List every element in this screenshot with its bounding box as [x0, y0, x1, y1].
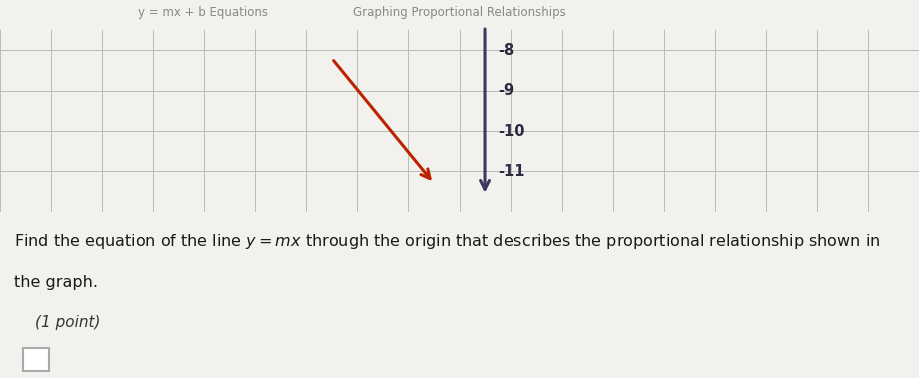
- Text: the graph.: the graph.: [14, 275, 97, 290]
- Text: Graphing Proportional Relationships: Graphing Proportional Relationships: [353, 6, 566, 19]
- Text: y = mx + b Equations: y = mx + b Equations: [138, 6, 267, 19]
- FancyBboxPatch shape: [23, 348, 49, 371]
- Text: -11: -11: [498, 164, 525, 179]
- Text: -10: -10: [498, 124, 525, 139]
- Text: -8: -8: [498, 43, 514, 58]
- Text: Find the equation of the line $y = mx$ through the origin that describes the pro: Find the equation of the line $y = mx$ t…: [14, 232, 880, 251]
- Text: (1 point): (1 point): [35, 315, 100, 330]
- Text: -9: -9: [498, 83, 514, 98]
